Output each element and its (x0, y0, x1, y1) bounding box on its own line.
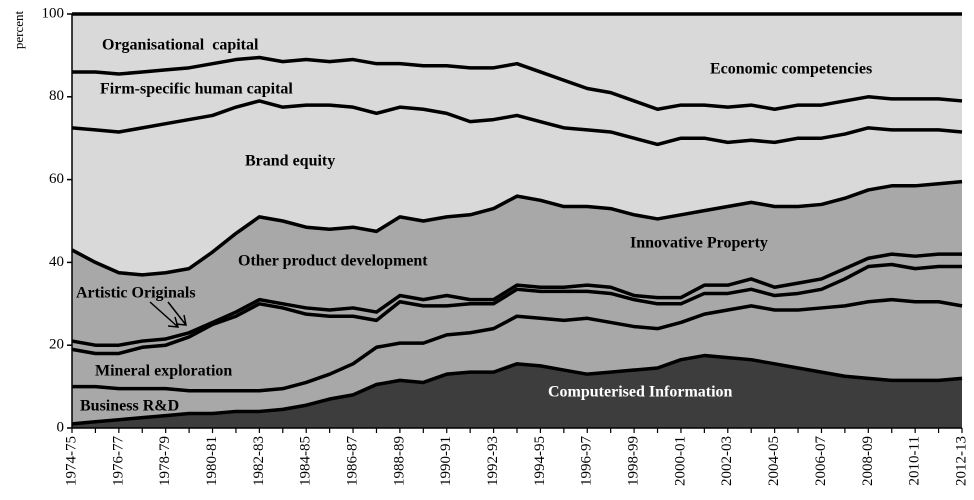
boundary-line (71, 353, 963, 426)
y-tick-label: 0 (57, 419, 65, 435)
x-tick-label: 2000-01 (672, 436, 688, 486)
series-label: Brand equity (245, 153, 335, 170)
x-tick-label: 1982-83 (251, 436, 267, 486)
area (72, 299, 962, 424)
series-label: Organisational capital (102, 37, 259, 54)
boundary-line (71, 179, 963, 277)
x-tick-label: 2010-11 (907, 436, 923, 485)
boundary-line (71, 252, 962, 347)
boundary-line (72, 55, 963, 111)
x-tick-label: 2012-13 (953, 436, 969, 486)
x-tick-label: 2004-05 (766, 436, 782, 486)
arrow (149, 301, 180, 328)
y-tick-label: 40 (49, 254, 64, 270)
series-label: Computerised Information (548, 384, 733, 401)
series-label: Mineral exploration (95, 363, 232, 380)
y-tick-label: 20 (49, 337, 64, 353)
area (72, 100, 962, 275)
y-tick-label: 100 (42, 5, 65, 21)
y-axis-label: percent (11, 10, 26, 49)
x-tick-label: 1986-87 (344, 436, 360, 486)
x-tick-label: 1990-91 (438, 436, 454, 486)
x-tick-label: 1994-95 (532, 436, 548, 486)
x-tick-label: 1978-79 (157, 436, 173, 486)
boundary-line (72, 297, 963, 393)
area (72, 57, 962, 145)
series-label: Artistic Originals (76, 285, 196, 302)
x-tick-label: 2006-07 (813, 436, 829, 486)
x-tick-label: 1976-77 (110, 436, 126, 486)
x-tick-label: 2002-03 (719, 436, 735, 486)
x-tick-label: 1984-85 (298, 436, 314, 486)
y-tick-label: 60 (49, 171, 64, 187)
area (72, 254, 962, 354)
axes: 0 20 40 60 80 100 1974-75 1976-77 1978-79 1980-81… (42, 5, 970, 486)
x-tick-label: 1974-75 (63, 436, 79, 486)
x-tick-label: 1980-81 (204, 436, 220, 486)
x-tick-label: 1988-89 (391, 436, 407, 486)
x-tick-label: 1996-97 (579, 436, 595, 486)
arrow (167, 301, 187, 326)
labels: Computerised Information Business R&D Mine… (76, 37, 872, 415)
area (72, 355, 962, 428)
group-label: Economic competencies (710, 61, 872, 78)
series-label: Business R&D (80, 398, 179, 415)
area (72, 14, 962, 110)
boundary-line (71, 262, 962, 356)
boundaries (71, 12, 963, 426)
y-tick-label: 80 (49, 88, 64, 104)
x-tick-label: 2008-09 (860, 436, 876, 486)
x-tick-label: 1992-93 (485, 436, 501, 486)
series-label: Firm-specific human capital (100, 81, 293, 98)
series-label: Other product development (238, 253, 428, 270)
x-tick-label: 1998-99 (626, 436, 642, 486)
group-label: Innovative Property (630, 235, 768, 252)
boundary-line (71, 99, 963, 147)
area (72, 264, 962, 391)
